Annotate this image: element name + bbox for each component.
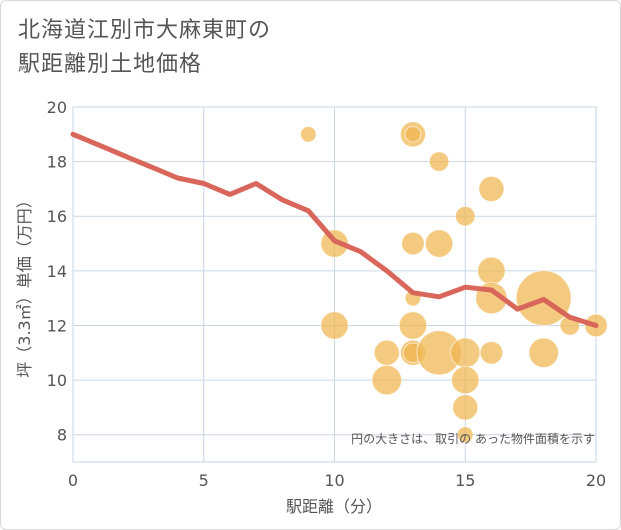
- bubble-point: [449, 337, 481, 369]
- y-tick-label: 10: [47, 371, 67, 390]
- y-tick-label: 14: [47, 262, 67, 281]
- y-tick-label: 16: [47, 207, 67, 226]
- bubble-point: [478, 175, 505, 203]
- bubble-point: [373, 339, 400, 366]
- y-tick-label: 20: [47, 98, 67, 117]
- bubble-point: [371, 364, 403, 396]
- bubble-point: [320, 311, 349, 340]
- x-tick-label: 5: [199, 471, 209, 490]
- y-tick-label: 8: [57, 426, 67, 445]
- grid-lines: [72, 106, 597, 463]
- y-tick-label: 18: [47, 153, 67, 172]
- average-price-line: [70, 131, 599, 328]
- size-note: 円の大きさは、取引の あった物件面積を示す: [351, 431, 595, 446]
- chart-title: 北海道江別市大麻東町の 駅距離別土地価格: [18, 14, 271, 82]
- x-tick-label: 10: [324, 471, 344, 490]
- bubble-point: [401, 231, 425, 256]
- bubble-point: [424, 229, 454, 258]
- bubble-point: [428, 151, 450, 172]
- bubble-point: [452, 394, 479, 421]
- bubble-point: [477, 256, 506, 286]
- x-tick-label: 20: [586, 471, 606, 490]
- bubble-point: [451, 365, 480, 395]
- bubble-point: [528, 337, 559, 369]
- x-axis-label: 駅距離（分）: [286, 497, 382, 516]
- bubble-point: [479, 340, 504, 365]
- chart-title-line-1: 北海道江別市大麻東町の: [18, 18, 272, 43]
- x-tick-labels: 0 5 10 15 20: [68, 471, 606, 490]
- bubble-point: [300, 126, 317, 143]
- bubble-point: [456, 426, 474, 443]
- bubble-point: [404, 126, 422, 143]
- chart-title-line-2: 駅距離別土地価格: [18, 52, 203, 77]
- bubble-point: [454, 205, 476, 227]
- x-tick-label: 0: [68, 471, 78, 490]
- bubble-series: [300, 121, 608, 443]
- y-tick-label: 12: [47, 316, 67, 335]
- x-tick-label: 15: [455, 471, 475, 490]
- y-tick-labels: 8 10 12 14 16 18 20: [47, 98, 67, 445]
- bubble-point: [398, 311, 428, 340]
- y-axis-label: 坪（3.3㎡）単価（万円）: [15, 192, 34, 377]
